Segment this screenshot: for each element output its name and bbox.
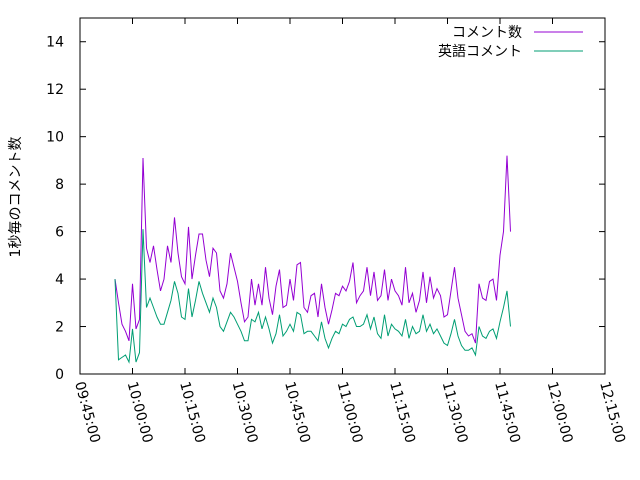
series-line-1 [114, 155, 511, 344]
y-tick-label: 4 [55, 272, 64, 288]
y-tick-label: 8 [55, 177, 64, 193]
series-line-2 [114, 229, 511, 364]
y-tick-label: 14 [46, 35, 64, 51]
y-tick-label: 2 [55, 320, 64, 336]
series-layer [114, 155, 511, 364]
y-tick-label: 0 [55, 367, 64, 383]
y-tick-label: 6 [55, 225, 64, 241]
legend-label-1: コメント数 [452, 25, 522, 41]
y-tick-label: 12 [46, 82, 64, 98]
y-tick-label: 10 [46, 130, 64, 146]
y-axis-label: 1秒毎のコメント数 [8, 137, 24, 258]
legend-label-2: 英語コメント [438, 43, 522, 60]
